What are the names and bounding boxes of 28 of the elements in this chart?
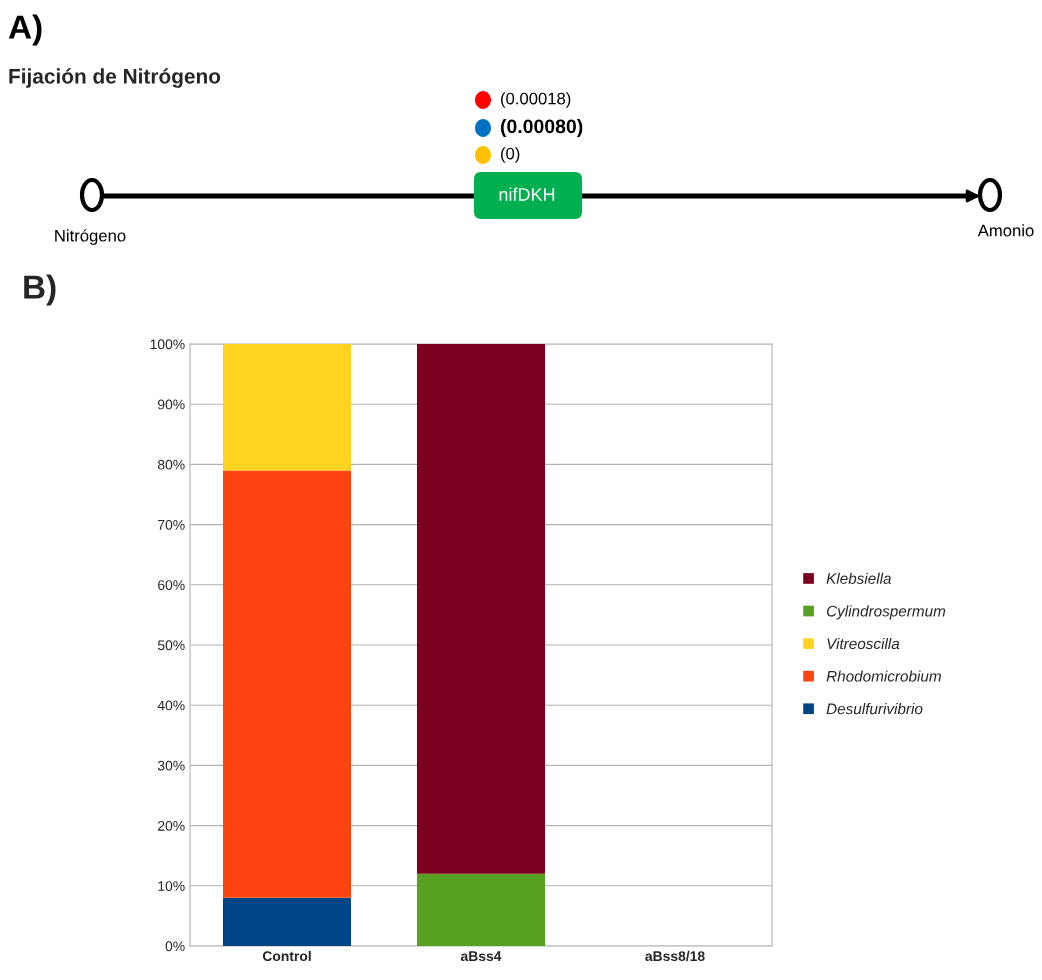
text: Nitrógeno bbox=[55, 229, 126, 245]
y-tick-label: 50% bbox=[157, 640, 185, 651]
y-tick-label: 70% bbox=[158, 519, 185, 530]
x-tick-label: aBss4 bbox=[460, 951, 502, 962]
text: B) bbox=[24, 274, 56, 306]
x-tick-label: Control bbox=[262, 950, 311, 962]
text: (0) bbox=[501, 147, 520, 163]
text: A) bbox=[8, 14, 42, 46]
text: Amonio bbox=[977, 224, 1034, 237]
text: Fijación de Nitrógeno bbox=[9, 68, 221, 88]
legend-label: Rhodomicrobium bbox=[826, 670, 941, 682]
y-tick-label: 80% bbox=[157, 459, 185, 470]
legend-label: Cylindrospermum bbox=[826, 605, 946, 620]
legend-label: Desulfurivibrio bbox=[826, 703, 923, 715]
y-tick-label: 30% bbox=[157, 760, 185, 771]
y-tick-label: 0% bbox=[165, 941, 185, 952]
text: nifDKH bbox=[499, 187, 555, 201]
y-tick-label: 90% bbox=[157, 399, 185, 410]
y-tick-label: 100% bbox=[150, 339, 185, 350]
y-tick-label: 20% bbox=[158, 820, 185, 831]
legend-label: Klebsiella bbox=[826, 572, 891, 584]
text: (0.00080) bbox=[500, 118, 583, 138]
y-tick-label: 40% bbox=[157, 700, 185, 711]
text: (0.00018) bbox=[501, 92, 571, 108]
y-tick-label: 60% bbox=[158, 580, 185, 590]
y-tick-label: 10% bbox=[158, 881, 185, 891]
x-tick-label: aBss8/18 bbox=[645, 950, 705, 962]
legend-label: Vitreoscilla bbox=[827, 637, 900, 650]
